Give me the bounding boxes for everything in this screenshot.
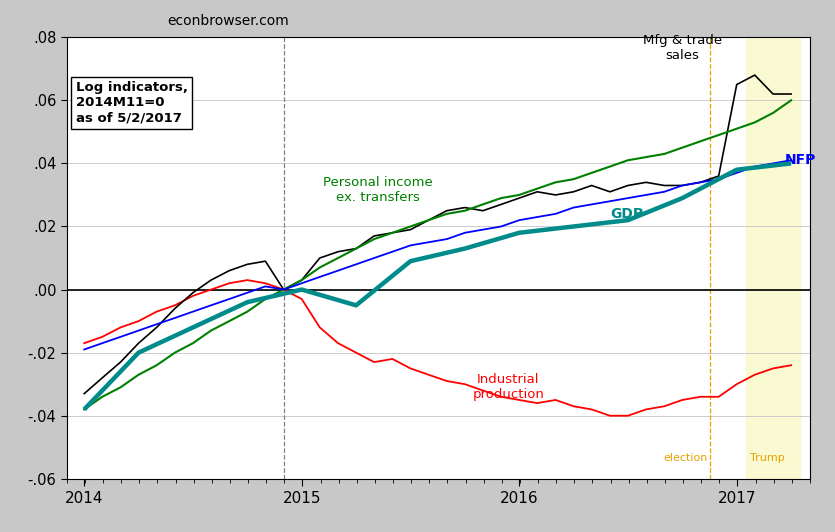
Text: Mfg & trade
sales: Mfg & trade sales: [643, 35, 722, 62]
Bar: [746, 37, 800, 479]
Text: econbrowser.com: econbrowser.com: [167, 14, 289, 28]
Text: Trump: Trump: [750, 453, 785, 463]
Text: Personal income
ex. transfers: Personal income ex. transfers: [323, 177, 433, 204]
Text: NFP: NFP: [785, 153, 816, 167]
Text: Log indicators,
2014M11=0
as of 5/2/2017: Log indicators, 2014M11=0 as of 5/2/2017: [76, 81, 188, 124]
Text: Industrial
production: Industrial production: [473, 373, 544, 401]
Text: GDP: GDP: [610, 207, 644, 221]
Text: election: election: [663, 453, 707, 463]
